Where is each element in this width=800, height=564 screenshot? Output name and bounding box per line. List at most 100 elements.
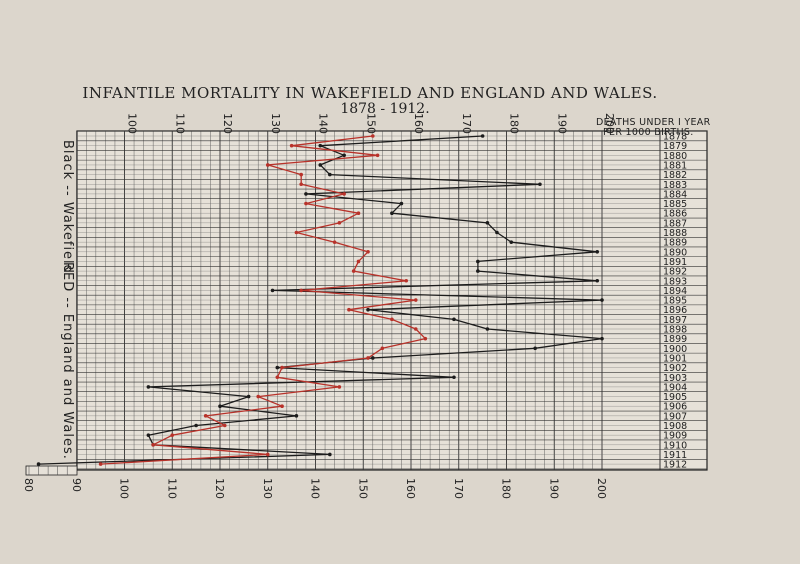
year-label: 1884 [663, 189, 687, 200]
point-wakefield [480, 134, 485, 138]
bottom-tick-label: 130 [261, 478, 274, 499]
point-england-wales [299, 288, 303, 293]
bottom-tick-label: 80 [22, 478, 35, 492]
top-tick-label: 120 [221, 113, 234, 134]
point-wakefield [600, 298, 604, 302]
point-england-wales [351, 269, 356, 273]
point-wakefield [399, 201, 404, 206]
bottom-tick-label: 150 [356, 478, 369, 499]
bottom-tick-label: 190 [547, 478, 560, 499]
point-wakefield [595, 250, 600, 254]
point-wakefield [476, 269, 480, 273]
point-wakefield [318, 143, 323, 148]
point-wakefield [533, 346, 537, 351]
year-label: 1911 [663, 450, 687, 461]
top-tick-label: 110 [173, 113, 186, 134]
point-wakefield [146, 385, 151, 389]
point-wakefield [485, 327, 490, 331]
point-england-wales [222, 423, 227, 428]
point-england-wales [299, 172, 303, 177]
chart-title: INFANTILE MORTALITY IN WAKEFIELD AND ENG… [82, 84, 657, 102]
year-label: 1886 [663, 209, 687, 220]
point-england-wales [347, 307, 351, 312]
bottom-tick-label: 140 [309, 478, 322, 499]
point-england-wales [304, 201, 308, 206]
year-label: 1901 [663, 353, 687, 364]
point-england-wales [380, 346, 385, 351]
point-wakefield [328, 172, 332, 177]
year-label: 1904 [663, 382, 687, 393]
point-england-wales [423, 336, 428, 341]
top-tick-label: 190 [555, 113, 568, 134]
point-wakefield [452, 375, 456, 380]
point-wakefield [218, 404, 222, 409]
year-label: 1902 [663, 363, 687, 374]
year-labels: 1878187918801881188218831884188518861887… [663, 132, 687, 471]
year-label: 1882 [663, 170, 687, 181]
bottom-tick-label: 160 [404, 478, 417, 499]
year-label: 1897 [663, 315, 687, 326]
year-label: 1907 [663, 411, 687, 422]
year-label: 1881 [663, 160, 687, 171]
legend-red: RED -- England and Wales. [60, 262, 75, 460]
top-tick-label: 170 [460, 113, 473, 134]
year-label: 1892 [663, 267, 687, 278]
point-england-wales [170, 433, 175, 437]
point-england-wales [375, 153, 380, 158]
point-england-wales [404, 278, 409, 283]
year-label: 1898 [663, 325, 687, 336]
point-wakefield [194, 423, 198, 428]
point-wakefield [328, 452, 332, 457]
point-england-wales [390, 317, 394, 322]
point-wakefield [495, 230, 499, 235]
point-wakefield [476, 259, 480, 264]
point-wakefield [342, 153, 346, 158]
year-label: 1890 [663, 247, 687, 258]
point-wakefield [318, 163, 323, 167]
bottom-tick-label: 180 [500, 478, 513, 499]
bottom-tick-label: 170 [452, 478, 465, 499]
top-tick-label: 130 [269, 113, 282, 134]
point-wakefield [275, 365, 280, 370]
legend-black: Black -- Wakefield [60, 140, 75, 274]
year-label: 1893 [663, 276, 687, 287]
point-england-wales [337, 385, 342, 389]
point-wakefield [538, 182, 542, 187]
point-england-wales [342, 192, 346, 196]
top-tick-labels: 100 110 120 130 140 150 160 170 180 190 200 [126, 113, 617, 134]
top-tick-label: 200 [603, 113, 616, 134]
bottom-tick-label: 200 [595, 478, 608, 499]
point-wakefield [366, 307, 370, 312]
point-england-wales [256, 394, 261, 399]
year-label: 1912 [663, 460, 687, 471]
point-wakefield [304, 192, 308, 196]
point-england-wales [332, 240, 337, 244]
bottom-tick-label: 100 [118, 478, 131, 499]
year-label: 1879 [663, 141, 687, 152]
point-england-wales [280, 365, 284, 370]
point-wakefield [36, 462, 41, 466]
extension-strip [25, 465, 78, 476]
year-label: 1910 [663, 440, 687, 451]
point-england-wales [413, 327, 418, 331]
point-wakefield [509, 240, 514, 244]
point-england-wales [203, 414, 208, 418]
point-england-wales [265, 452, 270, 457]
year-label: 1880 [663, 151, 687, 162]
point-wakefield [390, 211, 394, 215]
chart-subtitle: 1878 - 1912. [340, 101, 429, 117]
top-tick-label: 180 [508, 113, 521, 134]
top-tick-label: 160 [412, 113, 425, 134]
year-label: 1899 [663, 334, 687, 345]
unit-label-line1: DEATHS UNDER I YEAR [596, 117, 711, 128]
grid [25, 130, 708, 476]
year-label: 1903 [663, 373, 687, 384]
bottom-tick-label: 90 [70, 478, 83, 492]
top-tick-label: 150 [364, 113, 377, 134]
year-label: 1906 [663, 402, 687, 413]
point-england-wales [265, 163, 270, 167]
point-england-wales [280, 404, 284, 409]
top-tick-label: 140 [317, 113, 330, 134]
